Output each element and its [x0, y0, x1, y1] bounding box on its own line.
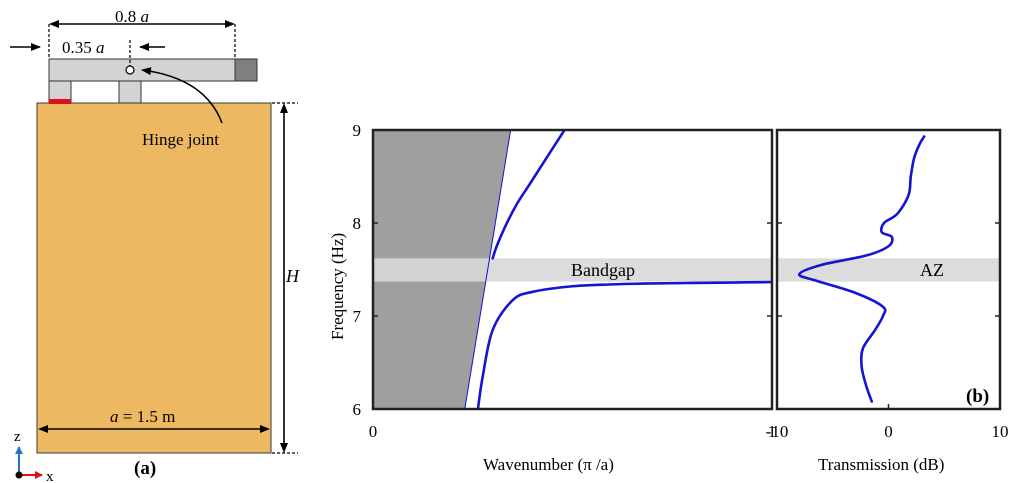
y-axis-label-frequency: Frequency (Hz) [328, 233, 347, 340]
red-pad [49, 99, 71, 104]
x-tick-label: 10 [992, 422, 1009, 441]
transmission-series-1 [798, 135, 926, 403]
panel-a-label: (a) [134, 458, 156, 479]
y-tick-label: 8 [353, 214, 362, 233]
shaded-region-edge [464, 129, 512, 410]
az-label: AZ [920, 260, 944, 280]
dispersion-series-2 [491, 130, 566, 260]
x-tick-label: 0 [884, 422, 893, 441]
az-band [777, 258, 1000, 282]
dispersion-series-1 [476, 280, 772, 409]
x-axis-label-wavenumber: Wavenumber (π /a) [483, 455, 614, 474]
hinge-joint-label: Hinge joint [142, 130, 219, 149]
y-tick-label: 9 [353, 121, 362, 140]
panel-b-label: (b) [966, 386, 989, 407]
dispersion-chart: Bandgap 6 7 8 9 0 1 Wavenumber (π /a) Freque… [328, 121, 776, 474]
beam-end-mass [234, 58, 258, 82]
x-tick-label: 0 [369, 422, 378, 441]
dim-0-35a-label: 0.35 a [62, 38, 105, 57]
hinge-joint-pointer [141, 67, 223, 124]
hinge-support [118, 80, 142, 104]
x-axis-label-transmission: Transmission (dB) [818, 455, 944, 474]
transmission-chart: AZ -10 0 10 Transmission (dB) (b) [766, 128, 1009, 474]
panel-a-schematic: 0.8 a 0.35 a Hinge joint H a = 1.5 m (a)… [10, 7, 300, 483]
soil-block [36, 102, 272, 454]
y-tick-label: 6 [353, 400, 362, 419]
bandgap-band [373, 258, 772, 282]
axis-x-label: x [46, 469, 54, 483]
y-tick-label: 7 [353, 307, 362, 326]
x-tick-label: 1 [768, 422, 777, 441]
dim-0-8a-label: 0.8 a [115, 7, 149, 26]
height-label: H [285, 266, 300, 286]
x-tick-label: -10 [766, 422, 789, 441]
panel-b-charts: Bandgap 6 7 8 9 0 1 Wavenumber (π /a) Freque… [328, 121, 1009, 474]
bandgap-label: Bandgap [571, 260, 635, 280]
axis-z-label: z [14, 429, 21, 445]
hinge-circle [125, 65, 135, 75]
width-label: a = 1.5 m [110, 407, 175, 426]
